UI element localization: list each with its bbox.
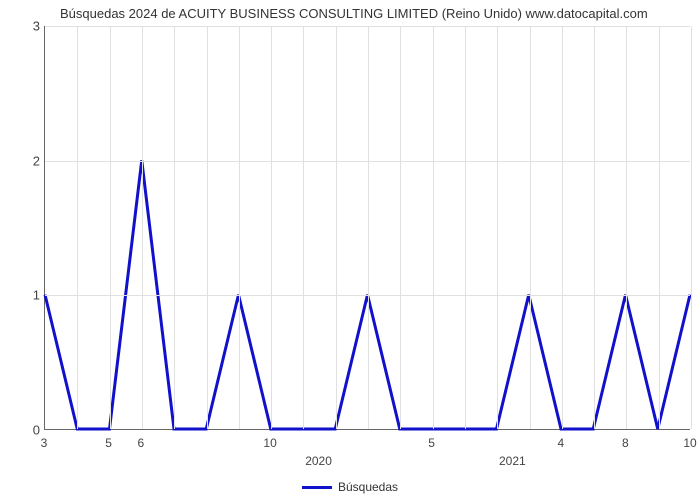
x-tick-year-label: 2021 [499, 454, 526, 468]
x-tick-year-label: 2020 [305, 454, 332, 468]
x-tick-label: 3 [41, 436, 48, 450]
gridline-v [562, 26, 563, 429]
legend-swatch [302, 486, 332, 489]
gridline-v [594, 26, 595, 429]
x-tick-label: 5 [428, 436, 435, 450]
x-tick-label: 6 [138, 436, 145, 450]
y-tick-label: 0 [22, 423, 40, 438]
gridline-v [626, 26, 627, 429]
gridline-v [174, 26, 175, 429]
legend-label: Búsquedas [338, 480, 398, 494]
gridline-v [530, 26, 531, 429]
x-tick-label: 10 [263, 436, 276, 450]
gridline-v [400, 26, 401, 429]
y-tick-label: 3 [22, 19, 40, 34]
gridline-v [271, 26, 272, 429]
gridline-v [239, 26, 240, 429]
gridline-v [77, 26, 78, 429]
chart-container: Búsquedas 2024 de ACUITY BUSINESS CONSUL… [0, 0, 700, 500]
gridline-v [368, 26, 369, 429]
gridline-v [433, 26, 434, 429]
x-tick-label: 4 [557, 436, 564, 450]
gridline-v [497, 26, 498, 429]
gridline-v [691, 26, 692, 429]
x-tick-label: 5 [105, 436, 112, 450]
gridline-v [110, 26, 111, 429]
gridline-v [142, 26, 143, 429]
gridline-v [465, 26, 466, 429]
gridline-v [303, 26, 304, 429]
gridline-v [207, 26, 208, 429]
legend: Búsquedas [302, 480, 398, 494]
gridline-v [659, 26, 660, 429]
plot-area [44, 26, 690, 430]
x-tick-label: 8 [622, 436, 629, 450]
x-tick-label: 10 [683, 436, 696, 450]
gridline-v [336, 26, 337, 429]
y-tick-label: 2 [22, 153, 40, 168]
chart-title: Búsquedas 2024 de ACUITY BUSINESS CONSUL… [60, 6, 690, 21]
y-tick-label: 1 [22, 288, 40, 303]
